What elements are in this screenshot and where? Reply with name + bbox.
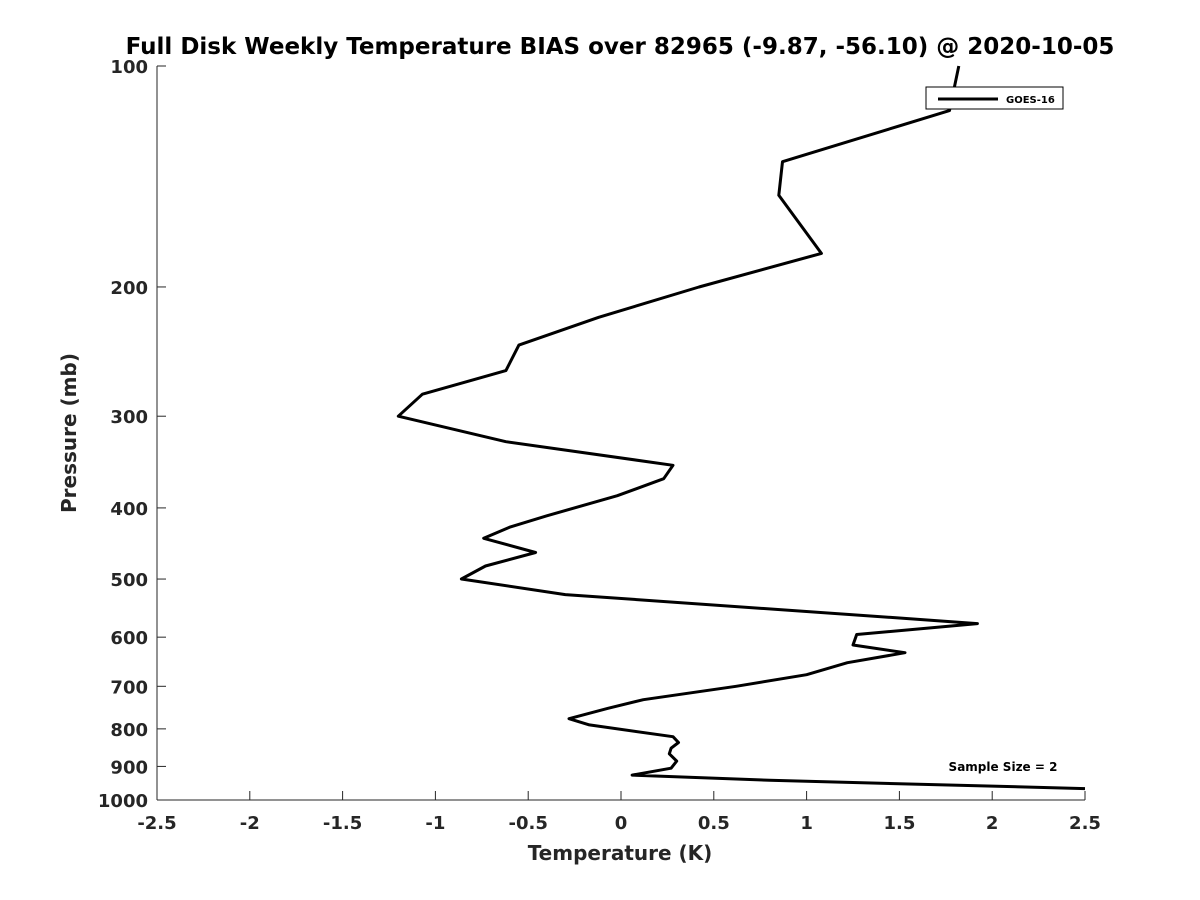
x-tick-label: 1.5 [883,813,915,834]
x-tick-label: 2.5 [1069,813,1101,834]
y-tick-label: 400 [110,499,148,520]
y-tick-label: 900 [110,757,148,778]
legend: GOES-16 [925,86,1064,110]
x-tick-label: 0 [615,813,628,834]
y-tick-label: 300 [110,407,148,428]
x-tick-label: 1 [800,813,813,834]
y-tick-label: 700 [110,677,148,698]
x-tick-label: 0.5 [698,813,730,834]
x-axis-label: Temperature (K) [528,841,713,865]
series-line-goes-16 [396,65,1086,791]
legend-entry-goes-16: GOES-16 [1006,95,1055,106]
y-axis-label: Pressure (mb) [57,353,81,513]
y-tick-label: 500 [110,570,148,591]
x-tick-label: -1 [425,813,445,834]
x-tick-label: -1.5 [323,813,362,834]
plot-area [156,66,1085,801]
y-tick-label: 200 [110,278,148,299]
y-axis-ticks: 100 200 300 400 500 600 700 800 900 1000 [98,57,166,812]
x-tick-label: -2.5 [137,813,176,834]
x-tick-label: 2 [986,813,999,834]
sample-size-annotation: Sample Size = 2 [949,760,1058,774]
y-tick-label: 600 [110,628,148,649]
x-tick-label: -2 [240,813,260,834]
y-tick-label: 1000 [98,791,148,812]
y-tick-label: 800 [110,720,148,741]
chart-title: Full Disk Weekly Temperature BIAS over 8… [126,34,1115,60]
x-tick-label: -0.5 [509,813,548,834]
y-tick-label: 100 [110,57,148,78]
x-axis-ticks: -2.5 -2 -1.5 -1 -0.5 0 0.5 1 1.5 2 2.5 [137,791,1101,834]
